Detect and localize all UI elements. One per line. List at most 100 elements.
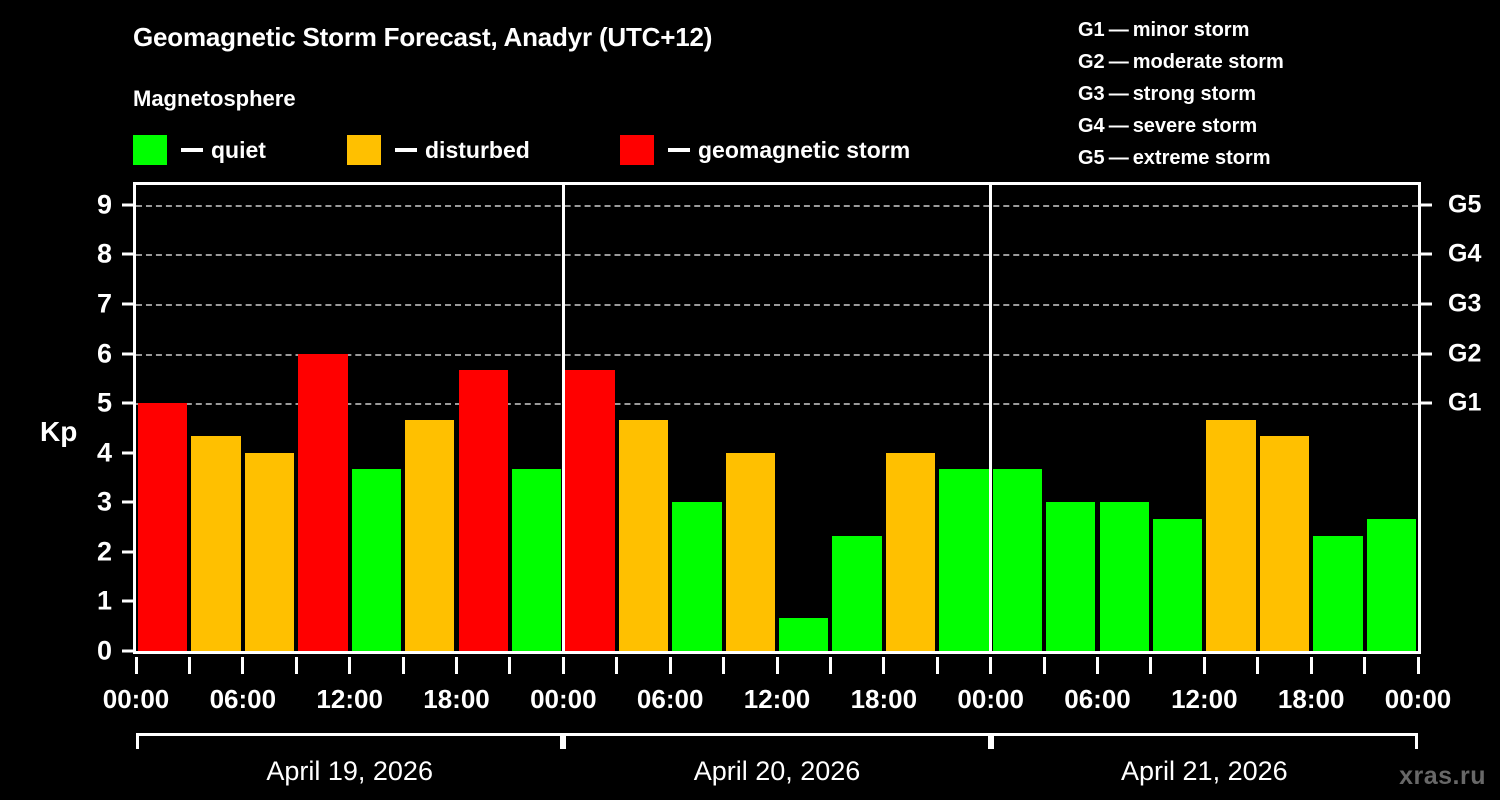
- gridline: [136, 403, 1418, 406]
- y-tick-label: 3: [96, 486, 112, 517]
- date-bracket: [990, 733, 1418, 749]
- page-title: Geomagnetic Storm Forecast, Anadyr (UTC+…: [133, 22, 713, 52]
- legend-item-storm: geomagnetic storm: [620, 134, 910, 166]
- y-tick-label: 4: [96, 437, 112, 468]
- bar: [1366, 518, 1416, 651]
- x-tick-mark: [1416, 657, 1420, 674]
- gridline: [136, 353, 1418, 356]
- legend-item-disturbed: disturbed: [347, 134, 530, 166]
- storm-scale-row-g3: G3— strong storm: [1078, 78, 1284, 110]
- g-tick-label: G1: [1448, 388, 1482, 417]
- bar: [779, 617, 829, 651]
- storm-scale-code: G3: [1078, 83, 1105, 105]
- y-tick-label: 9: [96, 189, 112, 220]
- g-tick-mark: [1421, 302, 1432, 306]
- x-tick-mark: [508, 657, 512, 674]
- x-tick-mark: [294, 657, 298, 674]
- g-tick-label: G5: [1448, 190, 1482, 219]
- g-tick-label: G3: [1448, 289, 1482, 318]
- y-tick-mark: [122, 649, 133, 653]
- bar: [244, 452, 295, 651]
- storm-scale-description: strong storm: [1132, 83, 1257, 105]
- bar: [1259, 436, 1310, 651]
- y-tick-mark: [122, 401, 133, 405]
- x-tick-label: 00:00: [1384, 684, 1452, 714]
- bar: [1099, 502, 1149, 651]
- date-bracket: [136, 733, 564, 749]
- storm-scale-code: G2: [1078, 51, 1105, 73]
- legend-swatch-disturbed-icon: [347, 135, 381, 165]
- day-separator: [989, 185, 993, 651]
- bar: [351, 469, 402, 651]
- storm-scale-code: G1: [1078, 19, 1105, 41]
- chart-subtitle: Magnetosphere: [133, 86, 296, 111]
- x-tick-mark: [1149, 657, 1153, 674]
- storm-scale-row-g2: G2— moderate storm: [1078, 46, 1284, 78]
- x-tick-label: 06:00: [636, 684, 704, 714]
- y-tick-label: 2: [96, 536, 112, 567]
- plot-area: [133, 182, 1421, 654]
- em-dash-icon: —: [1108, 19, 1129, 41]
- date-label: April 21, 2026: [1121, 756, 1288, 786]
- y-axis-label: Kp: [40, 416, 78, 447]
- y-tick-mark: [122, 352, 133, 356]
- date-label: April 19, 2026: [266, 756, 433, 786]
- em-dash-icon: —: [1108, 115, 1129, 137]
- bar: [458, 369, 508, 651]
- legend-item-quiet: quiet: [133, 134, 266, 166]
- x-tick-mark: [1042, 657, 1046, 674]
- legend-dash-icon: [668, 148, 690, 152]
- x-tick-mark: [989, 657, 993, 674]
- g-tick-mark: [1421, 401, 1432, 405]
- bracket-cap-r: [987, 733, 991, 749]
- x-tick-mark: [134, 657, 138, 674]
- gridline: [136, 204, 1418, 207]
- x-tick-label: 18:00: [1277, 684, 1345, 714]
- date-bracket: [563, 733, 991, 749]
- bar: [725, 452, 775, 651]
- y-tick-label: 8: [96, 238, 112, 269]
- em-dash-icon: —: [1108, 147, 1129, 169]
- legend-dash-icon: [395, 148, 417, 152]
- bracket-cap-l: [136, 733, 139, 749]
- x-tick-label: 06:00: [209, 684, 277, 714]
- bracket-cap-r: [560, 733, 564, 749]
- y-tick-label: 1: [96, 585, 112, 616]
- legend-label: disturbed: [425, 136, 530, 163]
- g-tick-label: G2: [1448, 339, 1482, 368]
- storm-scale-description: moderate storm: [1132, 51, 1284, 73]
- bar: [618, 419, 669, 651]
- x-tick-label: 12:00: [1171, 684, 1238, 714]
- bar: [939, 469, 989, 651]
- g-tick-mark: [1421, 252, 1432, 256]
- x-tick-mark: [882, 657, 886, 674]
- g-tick-label: G4: [1448, 239, 1482, 268]
- x-tick-label: 12:00: [743, 684, 811, 714]
- x-tick-mark: [775, 657, 779, 674]
- storm-scale-row-g5: G5— extreme storm: [1078, 142, 1284, 174]
- x-tick-label: 18:00: [850, 684, 918, 714]
- g-tick-mark: [1421, 203, 1432, 207]
- x-tick-mark: [455, 657, 458, 674]
- x-tick-mark: [828, 657, 832, 674]
- y-tick-label: 6: [96, 338, 112, 369]
- y-tick-mark: [122, 252, 133, 256]
- storm-scale-description: extreme storm: [1132, 147, 1271, 169]
- x-tick-mark: [561, 657, 565, 674]
- x-tick-label: 18:00: [423, 684, 490, 714]
- bar: [1152, 518, 1203, 651]
- x-tick-mark: [615, 657, 619, 674]
- y-tick-mark: [122, 599, 133, 603]
- em-dash-icon: —: [1108, 83, 1129, 105]
- x-tick-mark: [722, 657, 726, 674]
- storm-scale-code: G5: [1078, 147, 1105, 169]
- legend-swatch-quiet-icon: [133, 135, 167, 165]
- legend-swatch-storm-icon: [620, 135, 654, 165]
- x-tick-mark: [1256, 657, 1260, 674]
- bar: [565, 369, 615, 651]
- x-tick-mark: [1096, 657, 1099, 674]
- bracket-bar-line: [990, 733, 1418, 736]
- storm-scale-legend: G1— minor storm G2— moderate storm G3— strong…: [1078, 14, 1284, 174]
- storm-scale-description: minor storm: [1132, 19, 1250, 41]
